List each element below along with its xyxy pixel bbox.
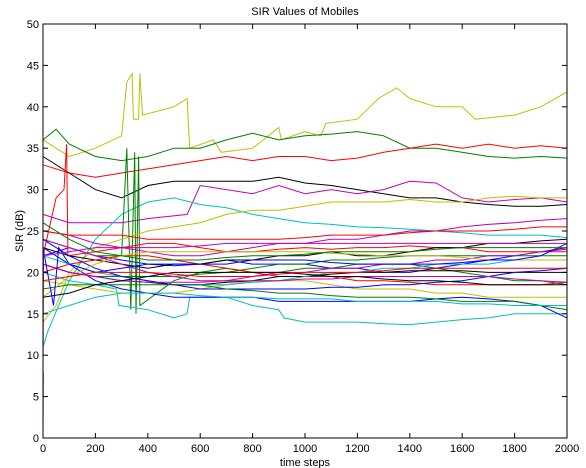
y-tick-label: 20: [27, 267, 39, 279]
series-line-4: [42, 156, 568, 207]
series-line-13: [42, 271, 567, 326]
y-tick-label: 35: [27, 143, 39, 155]
series-line-5: [42, 180, 568, 224]
x-tick-label: 1600: [450, 443, 474, 455]
y-tick-label: 25: [27, 226, 39, 238]
y-tick-label: 5: [33, 392, 39, 404]
tick-layer: 0 200 400 600 800 1000 1200 1400 1600 1800 2000 0 5 1…: [27, 19, 579, 455]
series-line-31: [42, 242, 567, 372]
series-line-30: [42, 267, 567, 282]
y-tick-label: 0: [33, 433, 39, 445]
series-line-12: [42, 238, 568, 269]
x-tick-label: 600: [191, 443, 209, 455]
x-tick-label: 1800: [502, 443, 526, 455]
x-tick-label: 1000: [293, 443, 317, 455]
y-tick-label: 45: [27, 60, 39, 72]
y-tick-label: 30: [27, 185, 39, 197]
y-axis-label: SIR (dB): [14, 210, 26, 252]
series-line-9: [42, 144, 568, 257]
x-tick-label: 1200: [345, 443, 369, 455]
x-tick-label: 0: [40, 443, 46, 455]
series-line-2: [42, 128, 568, 162]
series-line-26: [42, 271, 567, 298]
series-line-15: [42, 255, 567, 277]
series-line-28: [42, 242, 568, 306]
series-line-14: [42, 247, 568, 319]
series-line-29: [42, 222, 567, 261]
series-line-1: [42, 72, 568, 158]
chart-title: SIR Values of Mobiles: [251, 6, 359, 18]
series-line-27: [42, 292, 567, 315]
series-line-24: [42, 251, 567, 298]
series-line-3: [42, 143, 568, 178]
x-tick-label: 800: [243, 443, 261, 455]
x-tick-label: 400: [139, 443, 157, 455]
series-line-23: [42, 226, 567, 240]
y-tick-label: 10: [27, 350, 39, 362]
x-tick-label: 200: [86, 443, 104, 455]
series-layer: [42, 72, 568, 439]
series-line-6: [42, 197, 568, 348]
x-tick-label: 1400: [398, 443, 422, 455]
y-tick-label: 50: [27, 19, 39, 31]
series-line-22: [42, 284, 568, 311]
x-tick-label: 2000: [555, 443, 579, 455]
series-line-21: [42, 238, 568, 290]
y-tick-label: 15: [27, 309, 39, 321]
y-tick-label: 40: [27, 102, 39, 114]
x-axis-label: time steps: [280, 457, 331, 468]
series-line-10: [42, 195, 567, 323]
series-line-25: [42, 263, 568, 283]
